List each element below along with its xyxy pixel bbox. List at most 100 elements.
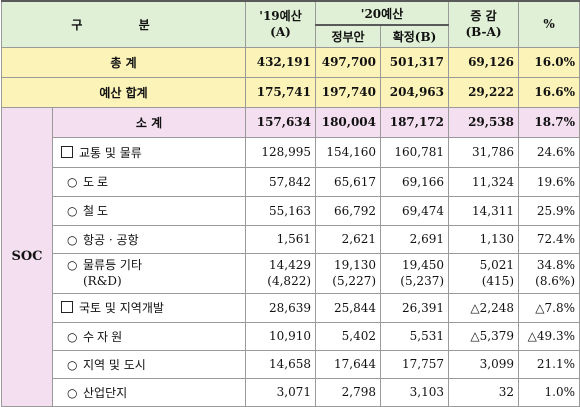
row-label: ○ 수자원 xyxy=(51,321,247,351)
header-government-draft: 정부안 xyxy=(315,24,382,48)
cell-diff: 31,786 xyxy=(448,136,520,168)
cell-pct: 34.8% (8.6%) xyxy=(518,252,580,294)
cell-diff: 5,021 (415) xyxy=(448,252,520,294)
row-label: ○ 산업단지 xyxy=(51,377,247,407)
cell-b: 204,963 xyxy=(380,76,450,108)
cell-gov: 25,844 xyxy=(315,292,382,323)
cell-a: 14,429 (4,822) xyxy=(245,252,317,294)
row-label: ○ 도로 xyxy=(51,166,247,197)
row-label: ○ 물류등 기타 (R&D) xyxy=(51,252,247,294)
soc-section-label: SOC xyxy=(1,106,53,407)
row-label: 소 계 xyxy=(51,106,247,138)
cell-pct: 19.6% xyxy=(518,166,580,197)
cell-b: 69,166 xyxy=(380,166,450,197)
checkbox-square-icon xyxy=(61,301,73,313)
cell-a: 1,561 xyxy=(245,224,317,254)
circle-bullet-icon: ○ xyxy=(67,329,78,344)
cell-diff: 29,538 xyxy=(448,106,520,138)
cell-a: 57,842 xyxy=(245,166,317,197)
cell-diff: 1,130 xyxy=(448,224,520,254)
cell-diff: 3,099 xyxy=(448,349,520,379)
row-label: ○ 지역 및 도시 xyxy=(51,349,247,379)
header-percent: % xyxy=(518,0,580,48)
cell-pct: 18.7% xyxy=(518,106,580,138)
header-2019-budget: '19예산 (A) xyxy=(245,0,317,48)
cell-diff: 32 xyxy=(448,377,520,407)
row-label: ○ 항공 · 공항 xyxy=(51,224,247,254)
cell-a: 10,910 xyxy=(245,321,317,351)
table-row-total: 총 계 432,191 497,700 501,317 69,126 16.0% xyxy=(0,46,580,78)
cell-b: 69,474 xyxy=(380,195,450,226)
cell-gov: 19,130 (5,227) xyxy=(315,252,382,294)
cell-a: 157,634 xyxy=(245,106,317,138)
cell-pct: 72.4% xyxy=(518,224,580,254)
cell-gov: 17,644 xyxy=(315,349,382,379)
cell-a: 55,163 xyxy=(245,195,317,226)
cell-a: 432,191 xyxy=(245,46,317,78)
table-row-water: ○ 수자원 10,910 5,402 5,531 △5,379 △49.3% xyxy=(2,321,580,351)
checkbox-square-icon xyxy=(61,145,73,158)
circle-bullet-icon: ○ xyxy=(67,232,78,247)
cell-diff: 29,222 xyxy=(448,76,520,108)
cell-b: 26,391 xyxy=(380,292,450,323)
cell-b: 501,317 xyxy=(380,46,450,78)
cell-gov: 180,004 xyxy=(315,106,382,138)
cell-pct: △7.8% xyxy=(518,292,580,323)
table-row-road: ○ 도로 57,842 65,617 69,166 11,324 19.6% xyxy=(2,166,580,197)
table-row-budget-sum: 예산 합계 175,741 197,740 204,963 29,222 16.… xyxy=(0,76,580,108)
row-label: 총 계 xyxy=(0,46,247,78)
cell-b: 5,531 xyxy=(380,321,450,351)
cell-gov: 66,792 xyxy=(315,195,382,226)
cell-pct: 24.6% xyxy=(518,136,580,168)
cell-gov: 65,617 xyxy=(315,166,382,197)
cell-gov: 497,700 xyxy=(315,46,382,78)
cell-gov: 197,740 xyxy=(315,76,382,108)
circle-bullet-icon: ○ xyxy=(67,357,78,372)
cell-pct: 25.9% xyxy=(518,195,580,226)
cell-gov: 2,798 xyxy=(315,377,382,407)
cell-a: 28,639 xyxy=(245,292,317,323)
cell-b: 187,172 xyxy=(380,106,450,138)
circle-bullet-icon: ○ xyxy=(67,385,78,400)
cell-pct: 16.6% xyxy=(518,76,580,108)
cell-pct: 21.1% xyxy=(518,349,580,379)
cell-diff: △2,248 xyxy=(448,292,520,323)
table-row-region: ○ 지역 및 도시 14,658 17,644 17,757 3,099 21.1… xyxy=(2,349,580,379)
cell-b: 2,691 xyxy=(380,224,450,254)
cell-a: 175,741 xyxy=(245,76,317,108)
header-2020-budget: '20예산 xyxy=(315,0,450,26)
row-label: ○ 철도 xyxy=(51,195,247,226)
cell-gov: 154,160 xyxy=(315,136,382,168)
table-row-soc-subtotal: SOC 소 계 157,634 180,004 187,172 29,538 1… xyxy=(1,106,580,407)
cell-b: 160,781 xyxy=(380,136,450,168)
circle-bullet-icon: ○ xyxy=(67,258,78,272)
table-row-industrial: ○ 산업단지 3,071 2,798 3,103 32 1.0% xyxy=(2,377,580,407)
cell-diff: 14,311 xyxy=(448,195,520,226)
cell-b: 3,103 xyxy=(380,377,450,407)
header-final: 확정(B) xyxy=(380,24,450,48)
cell-gov: 2,621 xyxy=(315,224,382,254)
row-label: 예산 합계 xyxy=(0,76,247,108)
cell-diff: 69,126 xyxy=(448,46,520,78)
table-row-logistics: ○ 물류등 기타 (R&D) 14,429 (4,822) 19,130 (5,227… xyxy=(2,252,580,294)
circle-bullet-icon: ○ xyxy=(67,175,78,189)
table-row-rail: ○ 철도 55,163 66,792 69,474 14,311 25.9% xyxy=(2,195,580,226)
header-category: 구 분 xyxy=(0,0,247,48)
circle-bullet-icon: ○ xyxy=(67,204,78,218)
cell-pct: 16.0% xyxy=(518,46,580,78)
cell-pct: 1.0% xyxy=(518,377,580,407)
cell-a: 14,658 xyxy=(245,349,317,379)
cell-b: 17,757 xyxy=(380,349,450,379)
cell-a: 128,995 xyxy=(245,136,317,168)
header-change: 증 감 (B-A) xyxy=(448,0,520,48)
table-row-land: 국토 및 지역개발 28,639 25,844 26,391 △2,248 △7… xyxy=(2,292,580,323)
cell-a: 3,071 xyxy=(245,377,317,407)
cell-gov: 5,402 xyxy=(315,321,382,351)
cell-diff: 11,324 xyxy=(448,166,520,197)
row-label: 국토 및 지역개발 xyxy=(51,292,247,323)
cell-pct: △49.3% xyxy=(518,321,580,351)
table-row-aviation: ○ 항공 · 공항 1,561 2,621 2,691 1,130 72.4% xyxy=(2,224,580,254)
table-row-transport: 교통 및 물류 128,995 154,160 160,781 31,786 2… xyxy=(2,136,580,168)
row-label: 교통 및 물류 xyxy=(51,136,247,168)
